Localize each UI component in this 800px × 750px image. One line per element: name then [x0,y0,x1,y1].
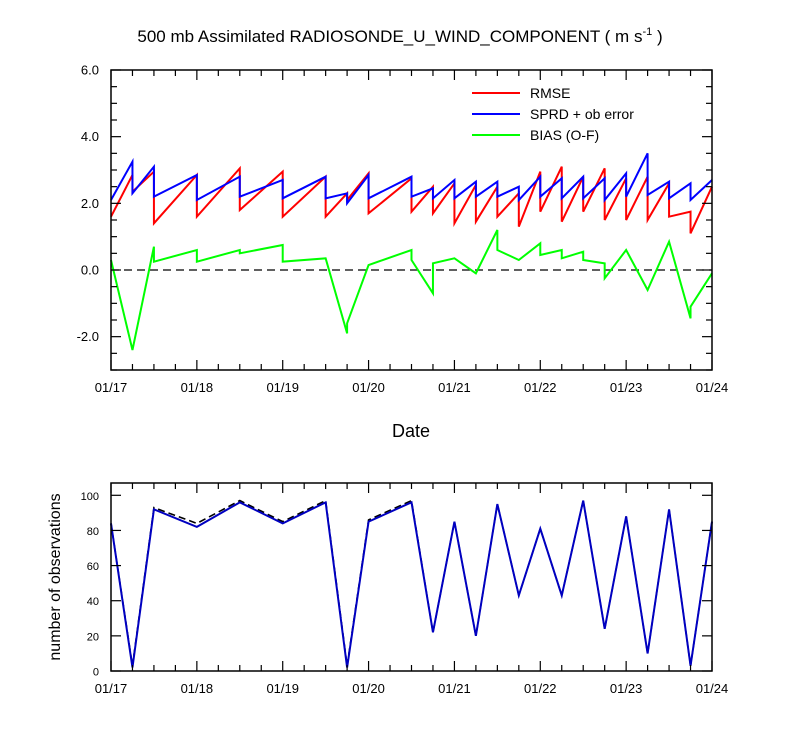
x-tick-label: 01/23 [610,681,643,696]
x-tick-label: 01/22 [524,380,557,395]
y-tick-label: 20 [87,631,99,643]
series-line-bias-o-f [110,229,713,351]
series-line-sprd-ob-error [110,152,713,207]
bottom-plot: 01/17 01/18 01/19 01/20 01/21 01/22 01/23 01/24… [81,482,729,696]
x-tick-label: 01/20 [352,681,385,696]
x-tick-label: 01/17 [95,681,128,696]
x-tick-label: 01/19 [266,380,299,395]
x-tick-label: 01/23 [610,380,643,395]
top-plot-frame [110,69,713,371]
x-tick-label: 01/22 [524,681,557,696]
bottom-plot-series [110,499,713,668]
y-tick-label: 100 [81,491,99,503]
x-tick-label: 01/17 [95,380,128,395]
x-tick-label: 01/21 [438,681,471,696]
y-tick-label: 0.0 [81,263,99,278]
y-tick-label: -2.0 [77,329,99,344]
x-tick-label: 01/20 [352,380,385,395]
bottom-y-axis-label: number of observations [47,493,64,660]
x-tick-label: 01/24 [696,380,729,395]
y-tick-label: 2.0 [81,196,99,211]
top-x-axis-label: Date [392,421,430,441]
y-tick-label: 60 [87,561,99,573]
chart-title-main: 500 mb Assimilated RADIOSONDE_U_WIND_COM… [137,27,642,46]
x-tick-label: 01/21 [438,380,471,395]
y-tick-label: 40 [87,596,99,608]
y-tick-label: 0 [93,667,99,679]
bottom-plot-frame [110,482,713,672]
chart-title-end: ) [652,27,662,46]
top-plot-ticks: 01/17 01/18 01/19 01/20 01/21 01/22 01/23 01/24… [77,63,729,396]
x-tick-label: 01/18 [181,380,214,395]
legend-label-sprd-ob-error: SPRD + ob error [530,106,634,122]
x-tick-label: 01/19 [266,681,299,696]
bottom-plot-ticks: 01/17 01/18 01/19 01/20 01/21 01/22 01/23 01/24… [81,483,729,696]
legend-label-bias-o-f: BIAS (O-F) [530,127,599,143]
y-tick-label: 4.0 [81,129,99,144]
y-tick-label: 6.0 [81,63,99,78]
legend-label-rmse: RMSE [530,85,570,101]
top-plot: 01/17 01/18 01/19 01/20 01/21 01/22 01/23 01/24… [77,63,729,396]
chart-title: 500 mb Assimilated RADIOSONDE_U_WIND_COM… [137,26,662,46]
x-tick-label: 01/18 [181,681,214,696]
top-plot-series [110,152,713,351]
x-tick-label: 01/24 [696,681,729,696]
y-tick-label: 80 [87,526,99,538]
chart-title-superscript: -1 [642,26,652,38]
top-plot-legend: RMSE SPRD + ob error BIAS (O-F) [472,85,634,143]
series-line-1 [110,500,713,668]
